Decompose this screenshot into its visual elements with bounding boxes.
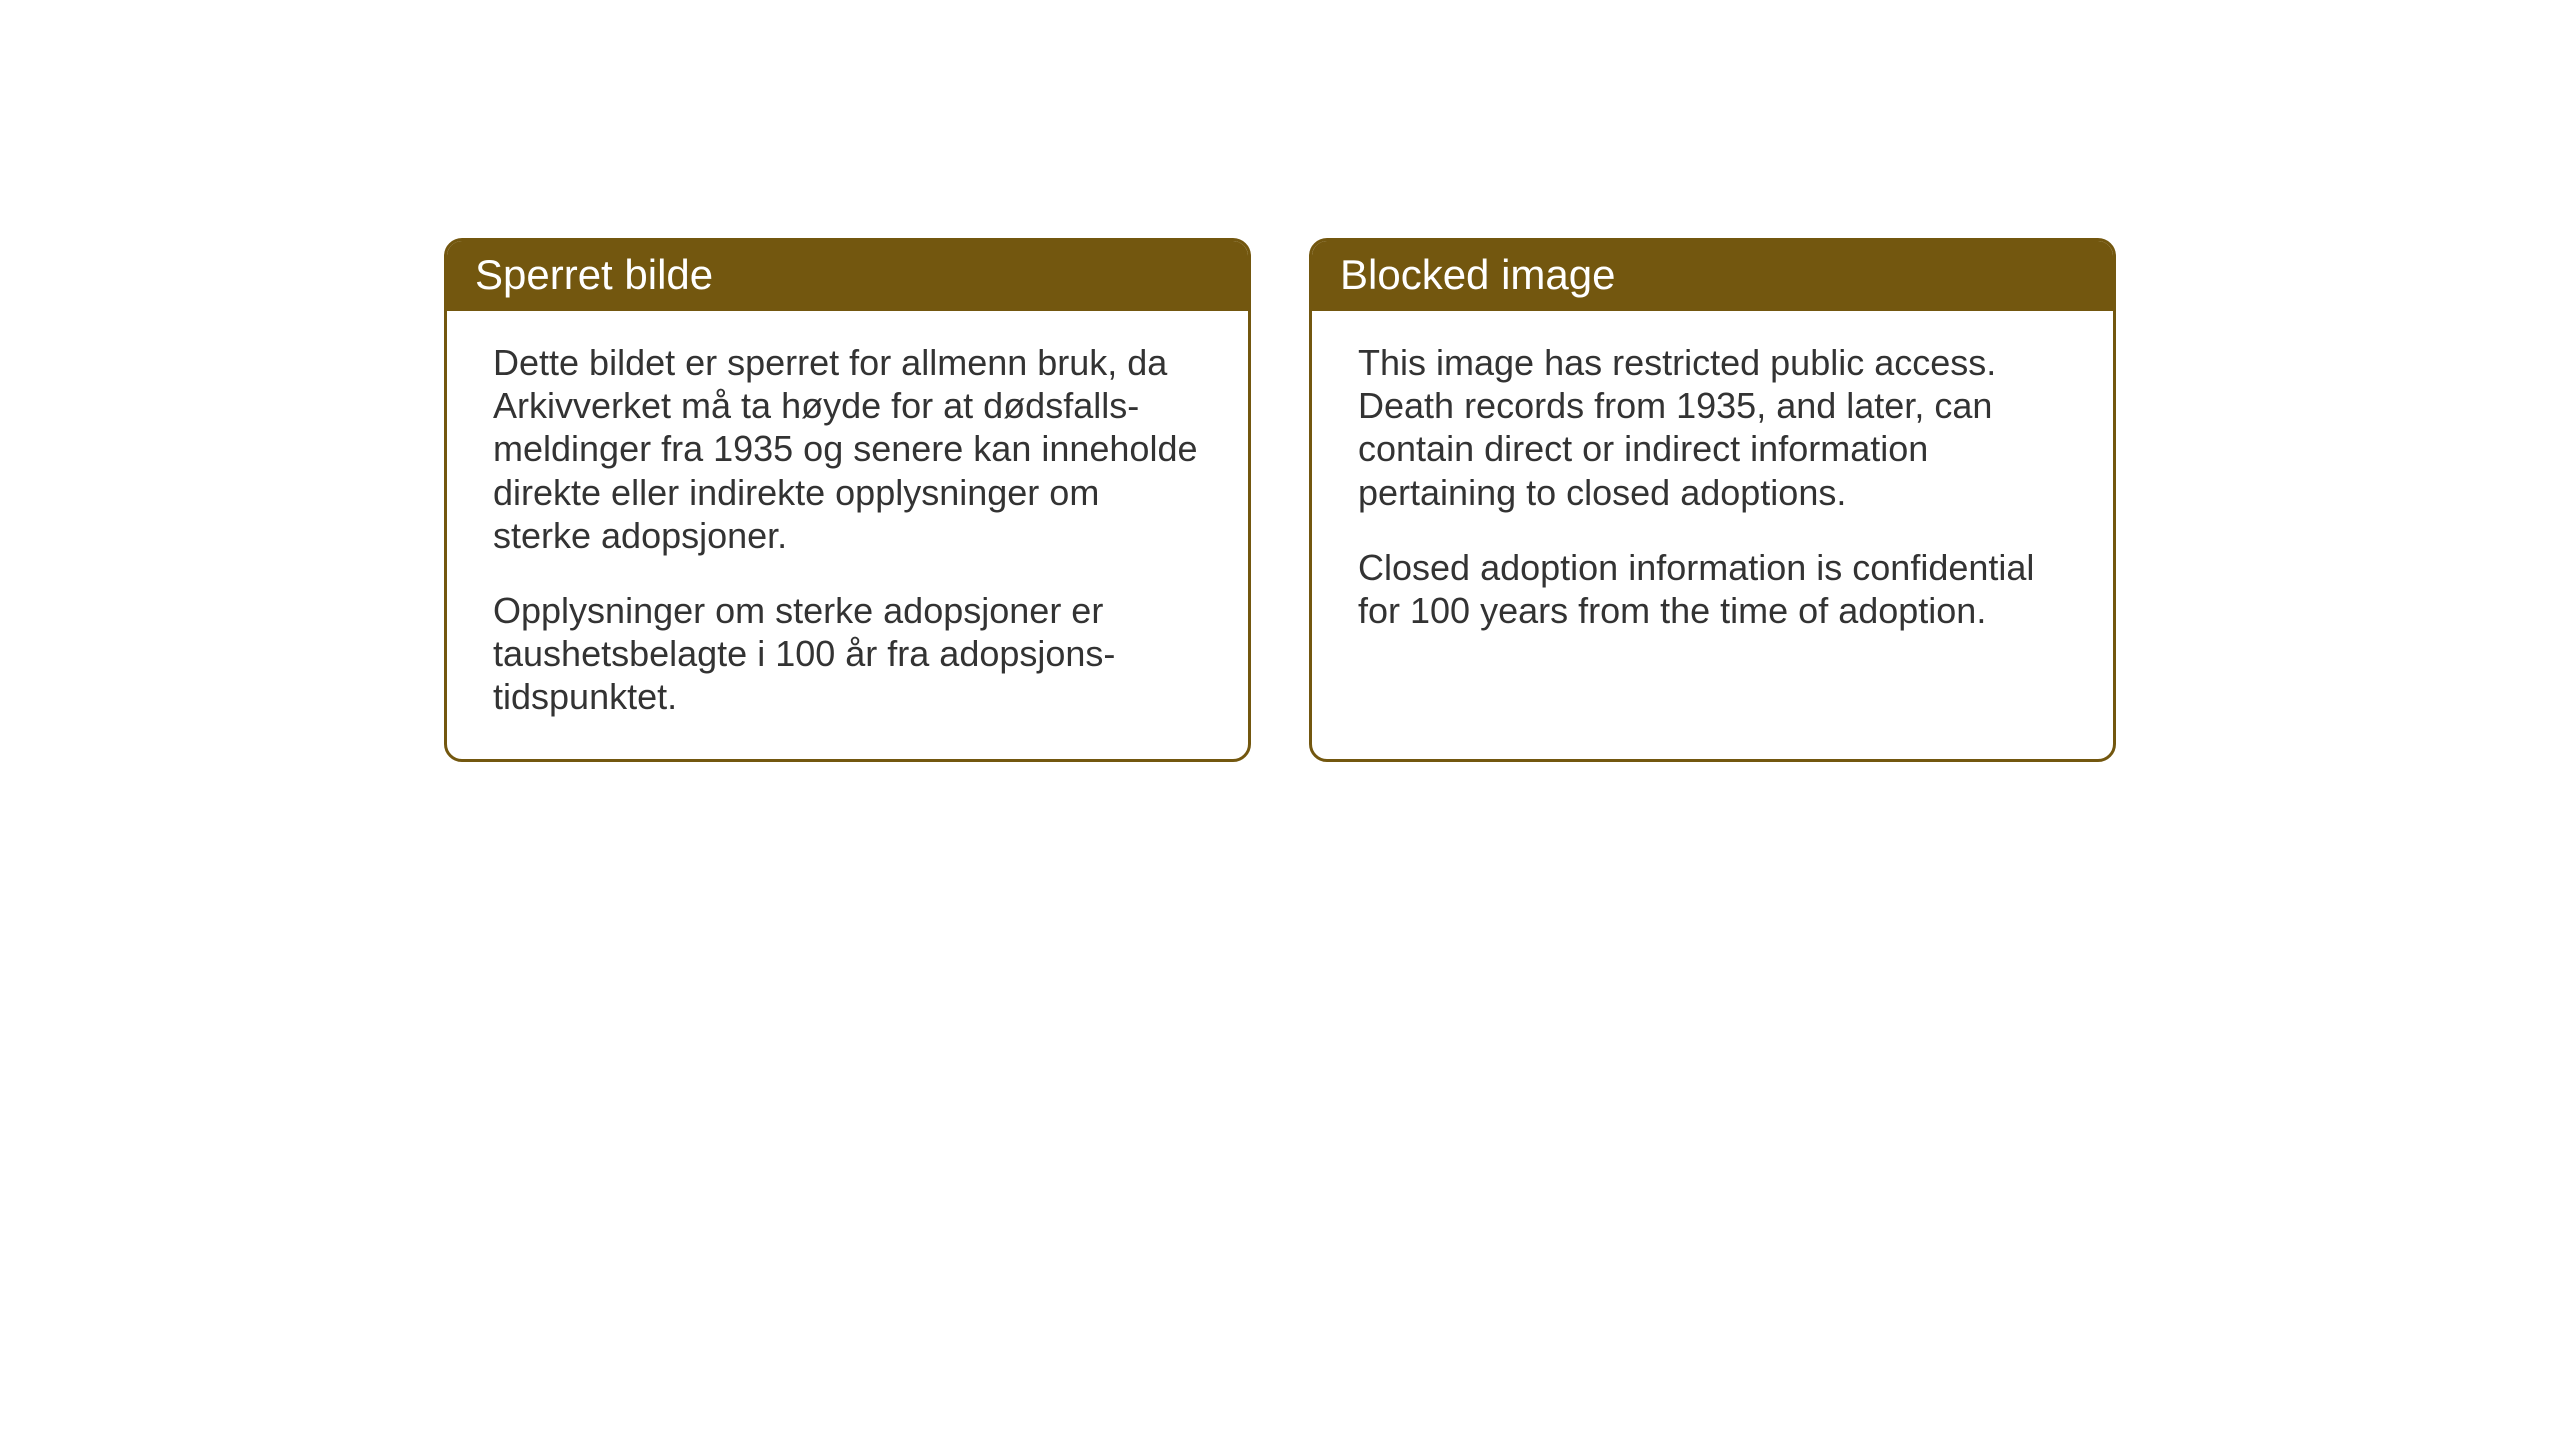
norwegian-card-title: Sperret bilde [447,241,1248,311]
english-paragraph-1: This image has restricted public access.… [1358,341,2067,514]
english-card-body: This image has restricted public access.… [1312,311,2113,672]
notice-cards-container: Sperret bilde Dette bildet er sperret fo… [444,238,2116,762]
english-notice-card: Blocked image This image has restricted … [1309,238,2116,762]
english-card-title: Blocked image [1312,241,2113,311]
norwegian-notice-card: Sperret bilde Dette bildet er sperret fo… [444,238,1251,762]
english-paragraph-2: Closed adoption information is confident… [1358,546,2067,632]
norwegian-card-body: Dette bildet er sperret for allmenn bruk… [447,311,1248,759]
norwegian-paragraph-2: Opplysninger om sterke adopsjoner er tau… [493,589,1202,719]
norwegian-paragraph-1: Dette bildet er sperret for allmenn bruk… [493,341,1202,557]
